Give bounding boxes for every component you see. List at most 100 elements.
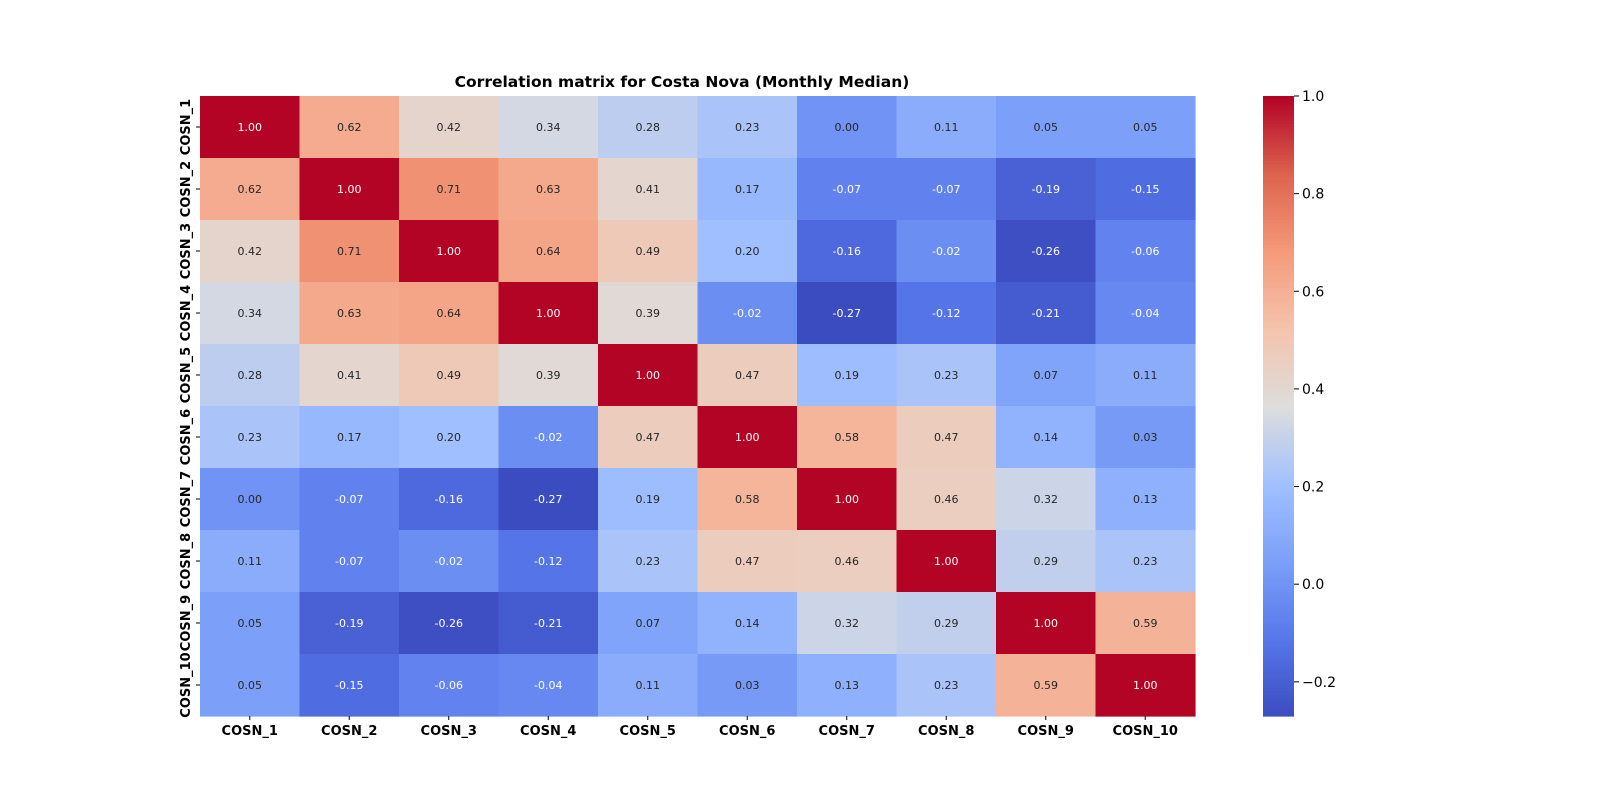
heatmap-cell-label: 0.17 — [337, 431, 362, 444]
colorbar-segment — [1263, 303, 1294, 308]
heatmap-cell-label: 0.63 — [337, 307, 362, 320]
colorbar-segment — [1263, 567, 1294, 571]
colorbar-segment — [1263, 117, 1294, 122]
colorbar-segment — [1263, 207, 1294, 212]
colorbar-segment — [1263, 260, 1294, 264]
colorbar-segment — [1263, 458, 1294, 463]
heatmap-cell — [996, 592, 1097, 655]
colorbar-segment — [1263, 681, 1294, 686]
heatmap-cell-label: 0.23 — [735, 121, 760, 134]
heatmap-cell-label: 1.00 — [1133, 679, 1158, 692]
heatmap-cell-label: 0.47 — [735, 555, 760, 568]
colorbar-segment — [1263, 102, 1294, 106]
heatmap-cell-label: 0.23 — [934, 679, 959, 692]
heatmap-cell-label: -0.02 — [534, 431, 562, 444]
colorbar-segment — [1263, 154, 1294, 159]
heatmap-cell — [299, 158, 400, 221]
heatmap-cell-label: 0.47 — [735, 369, 760, 382]
heatmap-cell-label: 0.13 — [835, 679, 860, 692]
heatmap-cell-label: 0.29 — [1034, 555, 1059, 568]
colorbar-segment — [1263, 700, 1294, 705]
heatmap-cell-label: 0.17 — [735, 183, 760, 196]
heatmap-cells — [200, 96, 1196, 717]
colorbar-segment — [1263, 350, 1294, 354]
colorbar-segment — [1263, 638, 1294, 643]
colorbar-segment — [1263, 241, 1294, 246]
colorbar-segment — [1263, 554, 1294, 559]
colorbar-segment — [1263, 278, 1294, 283]
heatmap-cell-label: 0.23 — [934, 369, 959, 382]
heatmap-cell — [399, 654, 500, 717]
colorbar-segment — [1263, 635, 1294, 640]
colorbar-segment — [1263, 508, 1294, 512]
heatmap-cell-label: 1.00 — [536, 307, 561, 320]
y-tick-label: COSN_8 — [179, 533, 194, 589]
colorbar-segment — [1263, 393, 1294, 398]
colorbar-segment — [1263, 499, 1294, 503]
heatmap-cell-label: 0.00 — [238, 493, 263, 506]
heatmap-cell-label: 0.49 — [437, 369, 462, 382]
heatmap-cell-label: 0.42 — [238, 245, 263, 258]
colorbar-segment — [1263, 421, 1294, 426]
colorbar-segment — [1263, 105, 1294, 109]
heatmap-cell-label: 0.58 — [735, 493, 760, 506]
colorbar-segment — [1263, 570, 1294, 574]
colorbar-segment — [1263, 691, 1294, 695]
colorbar-segment — [1263, 443, 1294, 447]
heatmap-cell — [697, 282, 798, 345]
heatmap-cell-label: 0.41 — [636, 183, 661, 196]
heatmap-cell — [996, 406, 1097, 469]
heatmap-cell — [797, 592, 898, 655]
colorbar-segment — [1263, 148, 1294, 153]
heatmap-cell — [498, 96, 599, 159]
x-tick-label: COSN_6 — [719, 724, 775, 739]
y-tick-label: COSN_3 — [179, 223, 194, 279]
heatmap-cell-label: 0.05 — [238, 617, 263, 630]
colorbar-segment — [1263, 378, 1294, 382]
heatmap-cell — [399, 344, 500, 407]
colorbar-segment — [1263, 145, 1294, 150]
heatmap-cell — [1095, 406, 1196, 469]
heatmap-cell — [299, 220, 400, 283]
heatmap-cell-label: 0.14 — [1034, 431, 1059, 444]
colorbar-segment — [1263, 210, 1294, 215]
colorbar-segment — [1263, 551, 1294, 556]
heatmap-cell-label: 0.34 — [238, 307, 263, 320]
colorbar-segment — [1263, 440, 1294, 444]
heatmap-cell — [1095, 530, 1196, 593]
colorbar-segment — [1263, 557, 1294, 562]
colorbar-segment — [1263, 300, 1294, 305]
colorbar-segment — [1263, 251, 1294, 255]
colorbar-segment — [1263, 477, 1294, 481]
heatmap-cell-labels: 1.00 0.62 0.42 0.34 0.28 0.23 0.00 0.11 0.05 0.05… — [238, 121, 1160, 692]
colorbar-segment — [1263, 641, 1294, 646]
heatmap-cell — [598, 592, 699, 655]
heatmap-cell-label: -0.15 — [335, 679, 363, 692]
heatmap-cell-label: 0.23 — [238, 431, 263, 444]
colorbar-segment — [1263, 598, 1294, 602]
heatmap-cell — [697, 220, 798, 283]
heatmap-cell-label: 1.00 — [437, 245, 462, 258]
heatmap-cell — [896, 344, 997, 407]
colorbar-segment — [1263, 216, 1294, 221]
heatmap-cell-label: -0.06 — [1131, 245, 1159, 258]
heatmap-cell — [996, 282, 1097, 345]
colorbar-segment — [1263, 520, 1294, 525]
colorbar-segment — [1263, 381, 1294, 385]
heatmap-cell-label: 0.19 — [636, 493, 661, 506]
heatmap-cell — [200, 158, 301, 221]
heatmap-cell-label: 0.59 — [1034, 679, 1059, 692]
heatmap-cell — [200, 220, 301, 283]
colorbar-segment — [1263, 325, 1294, 330]
colorbar-segment — [1263, 452, 1294, 457]
heatmap-cell — [797, 654, 898, 717]
heatmap-cell — [1095, 96, 1196, 159]
colorbar-segment — [1263, 406, 1294, 410]
heatmap-cell-label: 0.28 — [636, 121, 661, 134]
colorbar-segment — [1263, 430, 1294, 435]
colorbar-segment — [1263, 495, 1294, 500]
colorbar-segment — [1263, 111, 1294, 116]
heatmap-cell-label: -0.27 — [833, 307, 861, 320]
y-tick-label: COSN_5 — [179, 347, 194, 403]
